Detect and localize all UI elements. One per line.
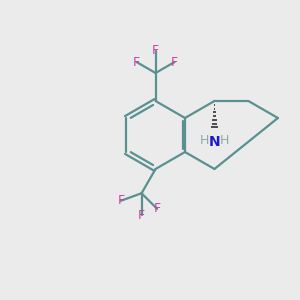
Text: F: F	[171, 56, 178, 68]
Text: H: H	[200, 134, 209, 148]
Text: F: F	[117, 194, 124, 207]
Text: N: N	[208, 135, 220, 149]
Text: H: H	[220, 134, 229, 148]
Text: F: F	[152, 44, 159, 58]
Text: F: F	[154, 202, 161, 215]
Text: F: F	[133, 56, 140, 68]
Text: F: F	[138, 209, 145, 222]
